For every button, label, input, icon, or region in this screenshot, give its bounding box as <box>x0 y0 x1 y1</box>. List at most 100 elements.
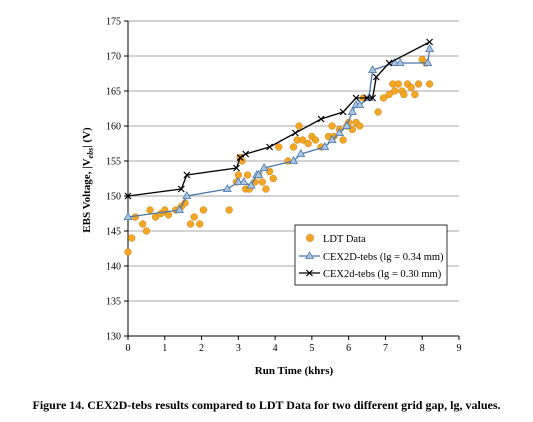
data-point <box>182 190 192 199</box>
data-point <box>390 87 399 95</box>
tick-labels: 130 135 140 145 150 155 160 165 170 175 0 1 2 3 4 5 6 7 8 9 <box>106 17 462 355</box>
data-point <box>347 106 357 115</box>
data-point <box>423 57 433 66</box>
data-point <box>177 185 185 193</box>
x-tick-label: 0 <box>126 343 131 354</box>
data-point <box>289 155 298 164</box>
data-point <box>328 122 336 130</box>
x-tick-label: 2 <box>199 343 204 354</box>
series-2 <box>124 38 434 200</box>
data-point <box>320 141 330 150</box>
plot-area <box>123 38 435 256</box>
y-axis-label-end: | (V) <box>81 127 93 148</box>
y-tick-label: 130 <box>106 332 121 343</box>
data-point <box>124 248 132 256</box>
y-axis-label-main: EBS Voltage, |V <box>81 158 93 232</box>
data-point <box>296 148 306 157</box>
series-0 <box>124 55 434 256</box>
data-point <box>236 154 244 161</box>
y-tick-label: 145 <box>106 227 121 238</box>
data-point <box>400 90 408 99</box>
legend-label-030: CEX2d-tebs (lg = 0.30 mm) <box>323 269 442 280</box>
x-tick-label: 7 <box>383 343 388 354</box>
data-point <box>123 211 133 220</box>
data-point <box>414 80 423 88</box>
data-point <box>186 220 195 228</box>
data-point <box>394 80 402 88</box>
data-point <box>124 192 132 200</box>
data-point <box>239 176 249 185</box>
data-point <box>379 94 388 102</box>
data-point <box>369 94 376 102</box>
data-point <box>385 59 393 67</box>
data-point <box>131 213 140 221</box>
legend-marker-030 <box>306 269 313 277</box>
data-point <box>317 115 325 123</box>
x-tick-label: 5 <box>309 343 314 354</box>
data-point <box>407 83 415 92</box>
data-point <box>142 227 151 235</box>
chart: 130 135 140 145 150 155 160 165 170 175 0 1 2 3 4 5 6 7 8 9… <box>81 17 462 378</box>
data-point <box>258 178 266 186</box>
data-point <box>363 94 371 102</box>
data-point <box>225 206 233 214</box>
data-point <box>233 164 240 172</box>
series-1 <box>123 43 435 220</box>
data-point <box>385 90 393 99</box>
data-point <box>339 108 347 116</box>
data-point <box>265 167 274 176</box>
y-axis-label-sub: ebs <box>86 148 95 159</box>
legend-marker-034 <box>305 251 314 259</box>
data-point <box>266 143 274 151</box>
x-tick-label: 1 <box>162 343 167 354</box>
figure-caption: Figure 14. CEX2D-tebs results compared t… <box>32 398 501 412</box>
data-point <box>425 80 434 88</box>
data-point <box>254 169 264 178</box>
data-point <box>342 120 352 129</box>
data-point <box>368 64 378 73</box>
y-tick-label: 155 <box>106 157 121 168</box>
data-point <box>242 150 250 158</box>
data-point <box>183 171 191 179</box>
data-point <box>275 143 283 151</box>
y-axis-label: EBS Voltage, |Vebs| (V) <box>81 127 95 233</box>
data-point <box>175 204 184 213</box>
data-point <box>348 125 356 134</box>
data-point <box>327 134 337 143</box>
data-point <box>425 43 435 52</box>
y-tick-label: 140 <box>106 262 121 273</box>
data-point <box>355 99 365 108</box>
x-tick-label: 4 <box>273 343 278 354</box>
y-tick-label: 165 <box>106 87 121 98</box>
y-tick-label: 170 <box>106 52 121 63</box>
axes <box>124 20 460 340</box>
legend: LDT Data CEX2D-tebs (lg = 0.34 mm) CEX2d… <box>294 224 448 286</box>
legend-box <box>294 224 448 286</box>
data-point <box>339 136 347 144</box>
data-point <box>334 127 344 136</box>
data-point <box>128 234 136 242</box>
data-point <box>146 206 154 214</box>
data-point <box>139 220 147 228</box>
data-point <box>164 211 173 219</box>
x-tick-label: 9 <box>457 343 462 354</box>
y-tick-label: 150 <box>106 192 121 203</box>
data-point <box>411 90 419 99</box>
data-point <box>311 136 320 144</box>
y-tick-label: 175 <box>106 17 121 28</box>
data-point <box>426 38 434 46</box>
data-point <box>259 162 269 171</box>
series-line <box>127 41 430 197</box>
series-line <box>127 48 431 218</box>
data-point <box>372 73 380 81</box>
data-point <box>196 220 204 228</box>
x-tick-label: 6 <box>346 343 351 354</box>
data-point <box>246 180 256 189</box>
data-point <box>356 122 364 130</box>
y-tick-label: 135 <box>106 297 121 308</box>
data-point <box>395 57 405 66</box>
legend-label-ldt: LDT Data <box>323 234 366 245</box>
data-point <box>352 94 360 102</box>
data-point <box>390 57 400 66</box>
data-point <box>199 206 208 214</box>
